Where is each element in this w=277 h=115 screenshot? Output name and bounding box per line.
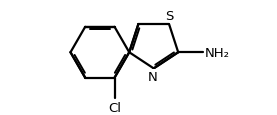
Text: NH₂: NH₂ — [205, 46, 230, 59]
Text: Cl: Cl — [108, 101, 121, 114]
Text: S: S — [165, 10, 173, 23]
Text: N: N — [148, 70, 158, 83]
